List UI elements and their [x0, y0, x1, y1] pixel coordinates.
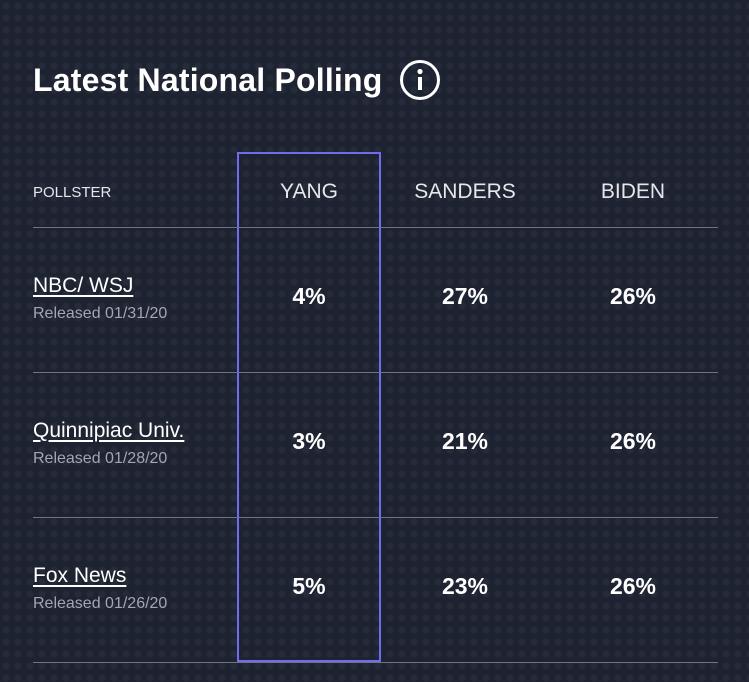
release-date: Released 01/31/20	[33, 305, 168, 322]
table-row: Fox News Released 01/26/20 5% 23% 26%	[33, 518, 718, 662]
release-date: Released 01/28/20	[33, 450, 168, 467]
yang-value: 4%	[292, 283, 326, 309]
column-header-yang: YANG	[280, 180, 338, 203]
pollster-link[interactable]: Quinnipiac Univ.	[33, 419, 185, 442]
table-header-row: POLLSTER YANG SANDERS BIDEN	[33, 160, 718, 228]
info-icon[interactable]	[399, 60, 440, 100]
row-divider	[33, 517, 718, 518]
info-glyph	[416, 68, 423, 90]
row-divider	[33, 662, 718, 663]
column-header-pollster: POLLSTER	[33, 184, 112, 201]
row-divider	[33, 227, 718, 228]
highlighted-column-frame	[237, 152, 381, 662]
page-title: Latest National Polling	[33, 61, 383, 98]
column-header-sanders: SANDERS	[414, 180, 516, 203]
biden-value: 26%	[609, 573, 657, 599]
biden-value: 26%	[609, 283, 657, 309]
sanders-value: 21%	[441, 428, 489, 454]
row-divider	[33, 372, 718, 373]
sanders-value: 27%	[441, 283, 489, 309]
table-row: NBC/ WSJ Released 01/31/20 4% 27% 26%	[33, 228, 718, 372]
column-header-biden: BIDEN	[600, 180, 666, 203]
pollster-link[interactable]: NBC/ WSJ	[33, 274, 134, 297]
polling-header: Latest National Polling	[33, 56, 440, 104]
pollster-link[interactable]: Fox News	[33, 564, 127, 587]
yang-value: 3%	[292, 428, 326, 454]
release-date: Released 01/26/20	[33, 595, 168, 612]
biden-value: 26%	[609, 428, 657, 454]
yang-value: 5%	[292, 573, 326, 599]
sanders-value: 23%	[441, 573, 489, 599]
table-row: Quinnipiac Univ. Released 01/28/20 3% 21…	[33, 373, 718, 517]
